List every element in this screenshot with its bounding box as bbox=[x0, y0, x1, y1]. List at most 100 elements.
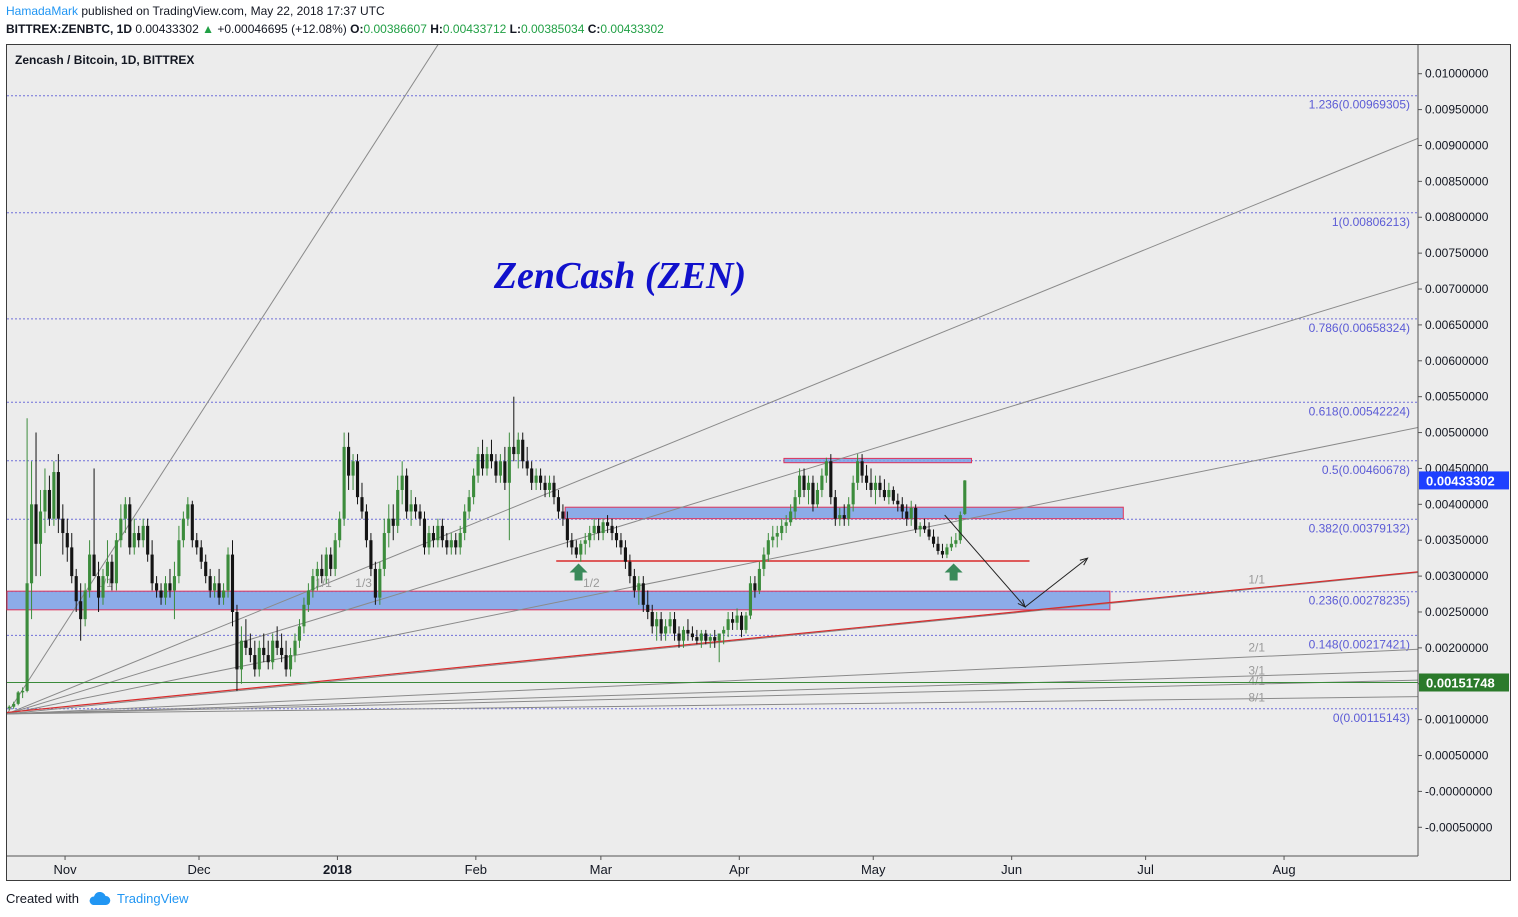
gann-ray bbox=[7, 696, 1418, 715]
candle-body bbox=[856, 461, 860, 483]
candle-body bbox=[833, 497, 837, 519]
candle-body bbox=[610, 525, 614, 534]
candle-body bbox=[726, 619, 730, 630]
candle-body bbox=[815, 489, 819, 505]
high-label: H: bbox=[430, 22, 443, 36]
candle-body bbox=[664, 626, 668, 634]
candle-body bbox=[257, 647, 261, 670]
candle-body bbox=[244, 640, 248, 648]
candle-body bbox=[186, 504, 190, 519]
candle-body bbox=[574, 547, 578, 555]
candle-body bbox=[105, 561, 110, 577]
candle-body bbox=[704, 633, 708, 641]
candle-body bbox=[382, 533, 386, 569]
candle-body bbox=[525, 461, 529, 469]
candle-body bbox=[945, 547, 949, 555]
published-text: published on TradingView.com, May 22, 20… bbox=[81, 4, 385, 18]
gann-label: 1/1 bbox=[1248, 572, 1265, 586]
open-value: 0.00386607 bbox=[363, 22, 427, 36]
candle-body bbox=[159, 590, 163, 598]
footer: Created with TradingView bbox=[6, 891, 189, 907]
candle-body bbox=[271, 640, 275, 663]
candle-body bbox=[753, 583, 757, 591]
price-chart[interactable]: 1.236(0.00969305) 1(0.00806213) 0.786(0.00… bbox=[6, 44, 1511, 881]
candle-body bbox=[954, 540, 958, 544]
last-price: 0.00433302 bbox=[135, 22, 199, 36]
candle-body bbox=[556, 497, 561, 512]
candle-body bbox=[396, 489, 400, 526]
candle-body bbox=[311, 576, 315, 591]
y-tick-label: 0.00500000 bbox=[1425, 426, 1489, 440]
candle-body bbox=[315, 568, 319, 577]
candle-body bbox=[427, 533, 431, 548]
candle-body bbox=[217, 583, 221, 598]
candle-body bbox=[458, 533, 462, 548]
candle-body bbox=[146, 525, 150, 555]
candle-body bbox=[119, 518, 123, 541]
candle-body bbox=[400, 475, 404, 490]
candle-body bbox=[748, 583, 753, 616]
candle-body bbox=[873, 482, 878, 490]
candle-body bbox=[503, 461, 507, 483]
candle-body bbox=[288, 655, 293, 670]
candle-body bbox=[333, 540, 337, 569]
fib-level-label: 1(0.00806213) bbox=[1332, 215, 1410, 229]
zone-box bbox=[783, 457, 972, 464]
y-tick-label: 0.00400000 bbox=[1425, 497, 1489, 511]
candle-body bbox=[789, 511, 793, 523]
candle-body bbox=[293, 640, 297, 656]
candle-body bbox=[530, 468, 534, 483]
fib-level-label: 1.236(0.00969305) bbox=[1309, 98, 1410, 112]
candle-body bbox=[914, 507, 918, 530]
candle-body bbox=[297, 626, 302, 641]
candle-body bbox=[637, 583, 641, 591]
fib-level-label: 0(0.00115143) bbox=[1333, 711, 1410, 725]
candle-body bbox=[936, 543, 940, 551]
author-link[interactable]: HamadaMark bbox=[6, 4, 79, 18]
projection-arrow-up-head bbox=[1079, 557, 1089, 566]
low-label: L: bbox=[509, 22, 521, 36]
candle-body bbox=[891, 489, 895, 501]
candle-body bbox=[329, 554, 333, 569]
candle-body bbox=[226, 554, 230, 591]
candle-body bbox=[110, 561, 114, 584]
candle-body bbox=[262, 647, 266, 656]
candle-body bbox=[851, 482, 855, 505]
tradingview-link[interactable]: TradingView bbox=[87, 891, 189, 907]
candle-body bbox=[472, 475, 476, 498]
x-tick-label: May bbox=[861, 862, 886, 877]
pane-label: Zencash / Bitcoin, 1D, BITTREX bbox=[15, 53, 194, 67]
candle-body bbox=[681, 629, 686, 641]
candle-body bbox=[619, 540, 623, 548]
y-tick-label: 0.00700000 bbox=[1425, 282, 1489, 296]
high-value: 0.00433712 bbox=[442, 22, 507, 36]
price-badge bbox=[1419, 471, 1509, 490]
x-tick-label: Apr bbox=[729, 862, 750, 877]
gann-label: 2/1 bbox=[1248, 640, 1265, 654]
candle-body bbox=[476, 454, 480, 476]
fib-level-label: 0.786(0.00658324) bbox=[1309, 321, 1410, 335]
candle-body bbox=[597, 525, 601, 534]
candle-body bbox=[141, 525, 145, 541]
open-label: O: bbox=[350, 22, 364, 36]
candle-body bbox=[101, 576, 105, 598]
candle-body bbox=[21, 690, 25, 693]
fib-level-label: 0.148(0.00217421) bbox=[1309, 637, 1410, 651]
candle-body bbox=[418, 511, 422, 519]
change-up-icon: ▲ bbox=[202, 22, 214, 36]
candle-body bbox=[739, 615, 744, 630]
candle-body bbox=[905, 511, 909, 519]
candle-body bbox=[614, 533, 619, 541]
candle-body bbox=[900, 504, 904, 512]
candle-body bbox=[239, 640, 243, 670]
candle-body bbox=[632, 576, 636, 591]
candle-body bbox=[409, 504, 413, 512]
candle-body bbox=[731, 619, 735, 623]
low-value: 0.00385034 bbox=[520, 22, 585, 36]
candle-body bbox=[445, 540, 449, 548]
gann-label: 3/1 bbox=[1248, 663, 1265, 677]
candle-body bbox=[163, 583, 168, 598]
candle-body bbox=[248, 647, 252, 656]
candle-body bbox=[235, 611, 239, 670]
y-tick-label: 0.01000000 bbox=[1425, 67, 1489, 81]
